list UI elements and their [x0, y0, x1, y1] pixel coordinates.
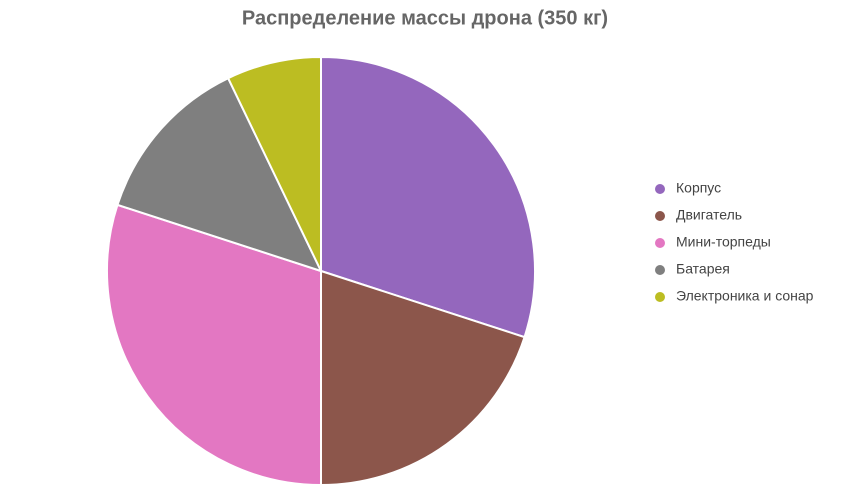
pie-slice — [320, 269, 526, 487]
legend-marker — [655, 292, 665, 302]
legend-marker — [655, 238, 665, 248]
legend-label: Батарея — [676, 261, 730, 277]
pie-slice — [116, 76, 323, 273]
legend-marker — [655, 211, 665, 221]
legend-label: Электроника и сонар — [676, 288, 814, 304]
legend-label: Мини-торпеды — [676, 234, 771, 250]
legend-marker — [655, 184, 665, 194]
pie-slice — [226, 55, 322, 272]
pie-slice — [320, 55, 536, 339]
pie-slice — [106, 203, 322, 487]
chart-title: Распределение массы дрона (350 кг) — [242, 7, 608, 29]
legend-label: Корпус — [676, 180, 721, 196]
legend-marker — [655, 265, 665, 275]
legend-label: Двигатель — [676, 207, 742, 223]
